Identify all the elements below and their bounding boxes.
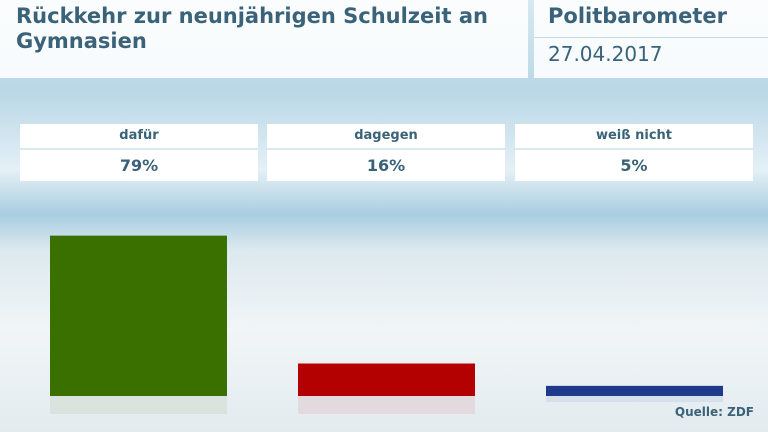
divider [534,37,768,38]
bar-reflection [50,396,227,414]
chart-title: Rückkehr zur neunjährigen Schulzeit an G… [16,4,488,53]
category-label: dafür [20,124,258,148]
bar [298,363,475,396]
header-panel [0,0,528,78]
category-label: weiß nicht [515,124,753,148]
category-label: dagegen [267,124,505,148]
brand: Politbarometer [548,4,728,28]
source: Quelle: ZDF [674,405,754,419]
date: 27.04.2017 [548,42,663,66]
bar [546,385,723,396]
bar [50,235,227,396]
value-label: 5% [515,150,753,181]
value-label: 79% [20,150,258,181]
value-label: 16% [267,150,505,181]
header-panel [534,0,768,78]
bar-reflection [298,396,475,414]
bar-reflection [546,396,723,403]
